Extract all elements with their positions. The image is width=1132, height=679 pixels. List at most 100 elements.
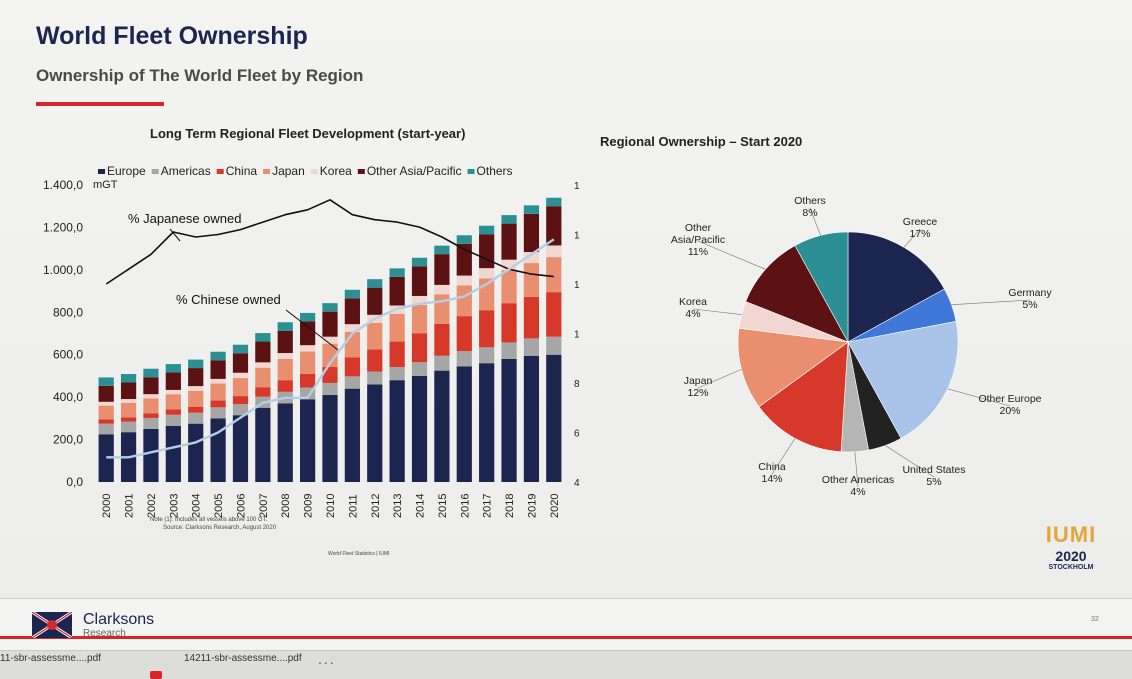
pie-label-3-0: United States — [902, 464, 965, 476]
x-tick-label-2012: 2012 — [370, 494, 382, 518]
download-item-1[interactable]: 11-sbr-assessme....pdf — [0, 653, 101, 664]
x-tick-label-2010: 2010 — [325, 494, 337, 518]
bar-2008-3 — [277, 358, 293, 381]
bar-2005-3 — [210, 383, 226, 401]
bar-2007-3 — [255, 367, 271, 388]
pie-pct-0: 17% — [909, 228, 930, 240]
bar-2018-6 — [501, 215, 517, 224]
bar-2005-5 — [210, 360, 226, 379]
legend-swatch-1 — [151, 169, 159, 174]
bar-2004-4 — [188, 386, 204, 391]
bar-2018-5 — [501, 223, 517, 260]
bar-2013-0 — [389, 380, 405, 482]
bar-2019-3 — [523, 263, 540, 298]
bar-2004-2 — [188, 406, 204, 413]
bar-2015-1 — [434, 355, 450, 371]
bar-2000-0 — [98, 434, 114, 482]
pie-label-6-0: Japan — [684, 375, 713, 387]
x-tick-label-2014: 2014 — [415, 494, 427, 518]
legend-swatch-3 — [263, 169, 271, 174]
bar-2019-2 — [523, 297, 540, 339]
bar-2020-4 — [546, 245, 562, 258]
line-series — [105, 198, 555, 459]
pie-leader-2 — [947, 388, 1011, 407]
annotation-japanese-arrow — [169, 228, 181, 242]
bar-2013-2 — [389, 341, 405, 368]
bar-2008-4 — [277, 353, 293, 359]
bar-2002-5 — [143, 377, 159, 395]
pie-label-4-0: Other Americas — [822, 474, 894, 486]
bar-2012-1 — [367, 371, 383, 385]
download-item-2[interactable]: 14211-sbr-assessme....pdf — [184, 653, 302, 664]
bar-2002-1 — [143, 417, 159, 429]
page-subtitle: Ownership of The World Fleet by Region — [36, 66, 364, 85]
bar-2019-1 — [523, 338, 540, 356]
legend-label-4: Korea — [320, 164, 352, 178]
bar-2001-6 — [120, 374, 137, 383]
bar-2014-5 — [411, 266, 428, 296]
pdf-icon — [150, 671, 162, 679]
bar-2016-6 — [456, 235, 472, 244]
pie-pct-8: 11% — [688, 246, 708, 258]
bar-2017-1 — [479, 347, 495, 364]
download-bar: 11-sbr-assessme....pdf 14211-sbr-assessm… — [0, 650, 1132, 679]
y2-tick-label-0: 16% — [574, 181, 580, 192]
bar-2017-6 — [479, 225, 495, 235]
pie-label-7-0: Korea — [679, 296, 707, 308]
bar-2011-4 — [344, 324, 360, 332]
more-options-icon[interactable]: ... — [318, 651, 336, 667]
bar-2011-1 — [344, 376, 360, 389]
pie-pct-3: 5% — [926, 476, 941, 488]
bar-2003-3 — [165, 394, 181, 410]
bar-2010-5 — [322, 311, 338, 337]
pie-slice-0 — [847, 231, 945, 343]
x-tick-label-2008: 2008 — [280, 494, 292, 518]
bar-2018-1 — [501, 342, 517, 359]
iumi-city: STOCKHOLM — [1048, 564, 1094, 571]
bar-2020-2 — [546, 292, 562, 337]
bar-2000-5 — [98, 385, 114, 402]
annotation-chinese-arrow — [285, 309, 339, 351]
iumi-year: 2020 — [1055, 548, 1087, 564]
bar-2006-3 — [232, 378, 249, 397]
legend-label-5: Other Asia/Pacific — [367, 164, 462, 178]
x-tick-label-2007: 2007 — [258, 494, 270, 518]
bar-2000-2 — [98, 419, 114, 424]
bar-2011-5 — [344, 298, 360, 325]
pie-pct-2: 20% — [999, 405, 1020, 417]
bar-2001-5 — [120, 382, 137, 400]
bar-2012-5 — [367, 287, 383, 315]
bar-2009-2 — [300, 373, 316, 388]
bar-2017-5 — [479, 234, 495, 269]
clarksons-logo-icon — [32, 612, 72, 638]
x-tick-label-2015: 2015 — [437, 494, 449, 518]
bar-2000-4 — [98, 401, 114, 406]
pie-label-8-1: Asia/Pacific — [671, 234, 725, 246]
y2-axis: 16% 14% 12% 10% 8% 6% 4% — [574, 181, 580, 489]
bar-2003-4 — [165, 389, 181, 395]
footer — [0, 598, 1132, 651]
pie-leader-5 — [771, 438, 796, 475]
legend-swatch-0 — [98, 169, 105, 174]
x-tick-label-2016: 2016 — [459, 494, 471, 518]
bar-2002-3 — [143, 398, 159, 414]
legend-label-6: Others — [477, 164, 513, 178]
iumi-logo: IUMI 2020 STOCKHOLM — [1036, 522, 1106, 571]
x-tick-label-2000: 2000 — [101, 494, 113, 518]
pie-leader-7 — [692, 308, 742, 315]
bar-2001-3 — [120, 402, 137, 418]
bar-2011-6 — [344, 289, 360, 299]
bar-2007-2 — [255, 387, 271, 397]
bar-2019-6 — [523, 205, 540, 214]
bar-2006-4 — [232, 372, 249, 379]
footer-red-line — [0, 636, 1132, 639]
bar-2018-4 — [501, 259, 517, 271]
bar-2017-2 — [479, 310, 495, 348]
pie-chart-title: Regional Ownership – Start 2020 — [600, 134, 803, 149]
bar-2009-4 — [300, 345, 316, 352]
bar-2012-3 — [367, 322, 383, 350]
pie-leader-6 — [697, 369, 742, 389]
bar-2020-5 — [546, 206, 562, 246]
